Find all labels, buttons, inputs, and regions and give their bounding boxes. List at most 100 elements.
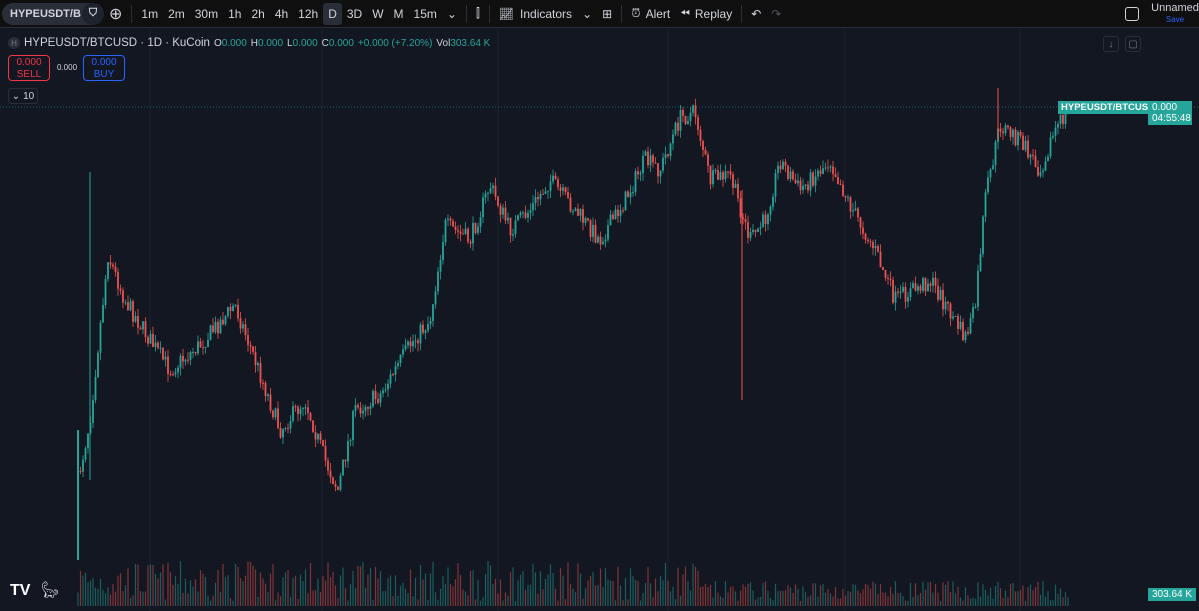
- chevron-down-icon[interactable]: ⌄: [446, 6, 457, 21]
- candle-body: [764, 214, 767, 225]
- volume-bar: [1017, 591, 1019, 606]
- candle-body: [502, 207, 504, 215]
- volume-bar: [242, 581, 244, 606]
- interval-1m[interactable]: 1m: [141, 6, 159, 21]
- candle-body: [412, 341, 414, 347]
- volume-bar: [944, 584, 947, 606]
- volume-bar: [1044, 596, 1047, 606]
- redo-icon[interactable]: ↷: [771, 6, 782, 21]
- candle-body: [427, 323, 429, 331]
- volume-bar: [1037, 581, 1039, 606]
- volume-bar: [922, 581, 924, 606]
- alert-button[interactable]: ⏰︎ Alert: [626, 3, 675, 25]
- interval-2h[interactable]: 2h: [251, 6, 265, 21]
- spread-value: 0.000: [57, 63, 78, 72]
- candle-body: [524, 212, 527, 218]
- volume-bar: [624, 577, 627, 606]
- candle-body: [102, 304, 104, 323]
- volume-bar: [724, 581, 727, 606]
- layouts-icon[interactable]: ⊞: [602, 6, 613, 21]
- dino-icon[interactable]: 🦕︎: [40, 582, 61, 599]
- interval-30m[interactable]: 30m: [194, 6, 219, 21]
- indicators-button[interactable]: 📈︎ Indicators: [494, 3, 577, 25]
- volume-bar: [349, 583, 352, 606]
- layout-name: Unnamed: [1151, 1, 1199, 14]
- candle-body: [1052, 135, 1054, 138]
- divider: [488, 4, 490, 23]
- volume-bar: [719, 596, 722, 606]
- candle-body: [587, 217, 589, 221]
- add-symbol-icon[interactable]: ⊕: [109, 5, 123, 23]
- volume-bar: [629, 568, 632, 606]
- candle-body: [899, 291, 902, 293]
- volume-bar: [674, 599, 677, 606]
- volume-bar: [994, 585, 997, 606]
- volume-bar: [782, 591, 784, 606]
- volume-bar: [432, 561, 434, 606]
- interval-12h[interactable]: 12h: [298, 6, 319, 21]
- candlestick-chart[interactable]: [0, 29, 1199, 611]
- candle-body: [139, 327, 142, 330]
- candle-body: [214, 321, 217, 333]
- volume-bar: [79, 570, 82, 606]
- interval-M[interactable]: M: [393, 6, 404, 21]
- sell-price: 0.000: [16, 57, 42, 68]
- chevron-down-icon[interactable]: ⌄: [582, 6, 593, 21]
- volume-bar: [819, 585, 822, 606]
- volume-bar: [697, 570, 699, 606]
- alert-label: Alert: [645, 6, 671, 21]
- volume-scale-label: 303.64 K: [1148, 588, 1197, 601]
- candle-body: [1057, 123, 1059, 128]
- symbol-search[interactable]: HYPEUSDT/B ⛉: [2, 2, 104, 25]
- candle-body: [807, 184, 809, 191]
- candle-body: [869, 241, 872, 243]
- candle-body: [239, 318, 242, 329]
- candles-icon[interactable]: ⫿: [475, 6, 480, 20]
- candle-body: [82, 459, 84, 472]
- candle-body: [147, 337, 149, 344]
- candle-body: [294, 406, 297, 408]
- buy-button[interactable]: 0.000 BUY: [83, 55, 125, 81]
- volume-bar: [217, 570, 219, 606]
- collapse-indicators-button[interactable]: ⌄ 10: [8, 88, 38, 104]
- interval-1h[interactable]: 1h: [228, 6, 242, 21]
- volume-bar: [424, 573, 427, 606]
- volume-bar: [592, 572, 594, 606]
- volume-bar: [244, 575, 247, 606]
- volume-bar: [969, 598, 972, 606]
- replay-button[interactable]: ⏪︎ Replay: [675, 3, 737, 25]
- volume-bar: [322, 575, 324, 606]
- layout-name-button[interactable]: Unnamed Save: [1151, 1, 1199, 25]
- candle-body: [219, 319, 222, 334]
- candle-body: [244, 324, 247, 336]
- volume-bar: [1062, 597, 1064, 606]
- volume-bar: [1004, 590, 1007, 606]
- interval-3D[interactable]: 3D: [346, 6, 363, 21]
- volume-bar: [207, 595, 209, 606]
- volume-bar: [599, 568, 602, 606]
- buy-price: 0.000: [91, 57, 117, 68]
- candle-body: [242, 324, 244, 329]
- candle-body: [927, 283, 929, 292]
- sell-button[interactable]: 0.000 SELL: [8, 55, 50, 81]
- volume-bar: [422, 579, 424, 606]
- interval-15m[interactable]: 15m: [413, 6, 437, 21]
- scroll-down-icon[interactable]: ↓: [1103, 36, 1119, 52]
- volume-bar: [657, 591, 659, 606]
- volume-bar: [732, 586, 734, 606]
- interval-W[interactable]: W: [372, 6, 384, 21]
- interval-D[interactable]: D: [323, 2, 342, 25]
- save-link[interactable]: Save: [1165, 14, 1185, 24]
- reset-icon[interactable]: ▢: [1125, 36, 1141, 52]
- shield-icon[interactable]: ⛉: [82, 2, 104, 25]
- volume-bar: [654, 578, 657, 606]
- volume-bar: [132, 595, 134, 606]
- undo-icon[interactable]: ↶: [751, 6, 762, 21]
- volume-bar: [747, 583, 749, 606]
- interval-2m[interactable]: 2m: [168, 6, 185, 21]
- volume-bar: [677, 567, 679, 606]
- volume-bar: [437, 600, 439, 606]
- layout-checkbox[interactable]: [1125, 6, 1139, 21]
- interval-4h[interactable]: 4h: [274, 6, 289, 21]
- volume-bar: [569, 584, 572, 606]
